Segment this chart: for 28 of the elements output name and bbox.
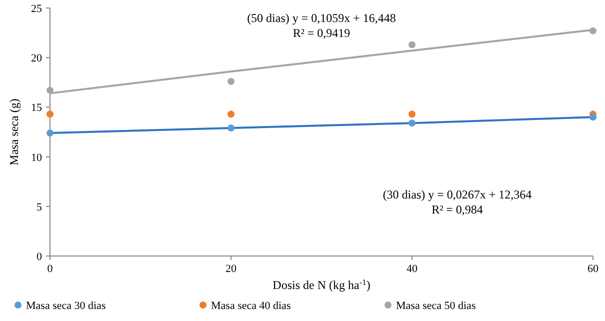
y-tick-label: 5: [36, 201, 42, 214]
x-tick-label: 40: [406, 263, 418, 275]
y-axis-title: Masa seca (g): [7, 98, 21, 166]
point: [46, 110, 54, 118]
x-tick-label: 20: [226, 263, 237, 275]
y-tick-label: 20: [31, 52, 42, 65]
point: [228, 124, 234, 132]
x-axis-title: Dosis de N (kg ha$^{-1}$): [272, 278, 370, 292]
point: [408, 110, 416, 118]
point: [228, 78, 234, 85]
point: [46, 129, 54, 136]
x-tick-label: 60: [588, 263, 599, 275]
x-tick-label: 0: [47, 263, 54, 275]
point: [46, 86, 54, 94]
y-tick-label: 15: [31, 102, 42, 114]
legend-label: Masa seca 30 dias: [26, 300, 106, 312]
y-tick-label: 0: [36, 251, 42, 263]
point: [590, 114, 596, 121]
y-tick-label: 25: [31, 3, 42, 15]
point: [590, 27, 596, 34]
annotation: (30 dias) y = 0,0267x + 12,364 R² = 0,984: [382, 187, 532, 216]
legend-label: Masa seca 40 dias: [211, 300, 291, 312]
legend-label: Masa seca 50 dias: [396, 300, 476, 312]
point: [408, 120, 416, 127]
y-tick-label: 10: [31, 152, 42, 164]
point: [408, 41, 416, 48]
point: [228, 110, 234, 118]
annotation: (50 dias) y = 0,1059x + 16,448 R² = 0,9419: [247, 10, 396, 40]
